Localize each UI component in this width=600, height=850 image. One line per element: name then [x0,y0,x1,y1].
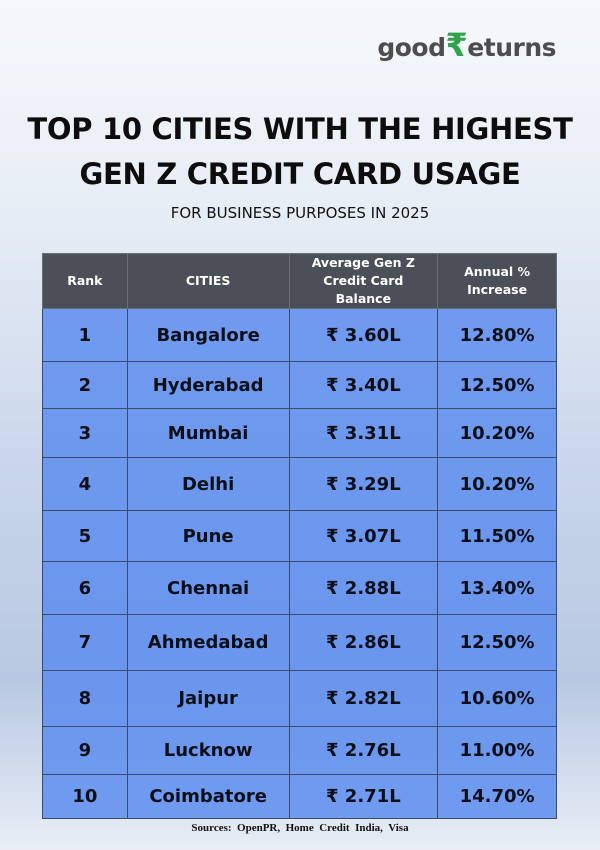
data-table: Rank CITIES Average Gen Z Credit Card Bala… [42,252,557,820]
table-cell: 10.60% [437,670,557,728]
table-row: 7 Ahmedabad ₹ 2.86L 12.50% [42,614,557,672]
table-cell: ₹ 3.29L [288,457,439,512]
title: TOP 10 CITIES WITH THE HIGHEST [27,112,573,146]
table-cell: 10 [42,774,128,820]
table-cell: Jaipur [126,670,290,728]
column-header: Annual % Increase [437,252,557,310]
table-row: 5 Pune ₹ 3.07L 11.50% [42,510,557,563]
table-cell: 3 [42,408,128,459]
table-body: 1 Bangalore ₹ 3.60L 12.80% 2 Hyderabad ₹ 3.40L… [42,308,557,820]
table-row: 8 Jaipur ₹ 2.82L 10.60% [42,670,557,728]
table-cell: 8 [42,670,128,728]
subtitle: FOR BUSINESS PURPOSES IN 2025 [170,204,430,222]
table-cell: Mumbai [126,408,290,459]
column-header: Rank [42,252,128,310]
column-header: Average Gen Z Credit Card Balance [288,252,439,310]
table-cell: 10.20% [437,457,557,512]
table-cell: 12.50% [437,614,557,672]
table-cell: 1 [42,308,128,363]
table-cell: ₹ 2.76L [288,726,439,776]
table-cell: 4 [42,457,128,512]
table-row: 10 Coimbatore ₹ 2.71L 14.70% [42,774,557,820]
table-cell: ₹ 2.71L [288,774,439,820]
title: GEN Z CREDIT CARD USAGE [79,157,521,191]
header-row: Rank CITIES Average Gen Z Credit Card Bala… [42,252,557,310]
table-cell: ₹ 2.88L [288,561,439,616]
table-cell: 9 [42,726,128,776]
table-row: 3 Mumbai ₹ 3.31L 10.20% [42,408,557,459]
logo-text: eturns [467,33,556,62]
source: Sources: OpenPR, Home Credit India, Visa [191,822,409,834]
table-cell: 5 [42,510,128,563]
table-cell: Bangalore [126,308,290,363]
table-cell: ₹ 3.07L [288,510,439,563]
table-row: 2 Hyderabad ₹ 3.40L 12.50% [42,361,557,410]
table-cell: 2 [42,361,128,410]
table-cell: ₹ 2.82L [288,670,439,728]
table-cell: 14.70% [437,774,557,820]
table-cell: ₹ 3.40L [288,361,439,410]
table-cell: 6 [42,561,128,616]
table-cell: ₹ 3.60L [288,308,439,363]
logo-symbol: ₹ [445,26,468,64]
table-cell: 11.00% [437,726,557,776]
table-cell: 12.50% [437,361,557,410]
column-header: CITIES [126,252,290,310]
table-cell: Hyderabad [126,361,290,410]
table-cell: ₹ 2.86L [288,614,439,672]
table-cell: Coimbatore [126,774,290,820]
table-cell: Pune [126,510,290,563]
table-cell: Lucknow [126,726,290,776]
table-row: 9 Lucknow ₹ 2.76L 11.00% [42,726,557,776]
table-cell: Delhi [126,457,290,512]
table-cell: 13.40% [437,561,557,616]
table-cell: 11.50% [437,510,557,563]
table-cell: 12.80% [437,308,557,363]
table-cell: ₹ 3.31L [288,408,439,459]
table-cell: Chennai [126,561,290,616]
table-cell: 10.20% [437,408,557,459]
table-cell: Ahmedabad [126,614,290,672]
table-row: 4 Delhi ₹ 3.29L 10.20% [42,457,557,512]
table-row: 6 Chennai ₹ 2.88L 13.40% [42,561,557,616]
logo-text: good [377,33,446,62]
logo: good₹eturns [377,26,556,64]
table-cell: 7 [42,614,128,672]
table-row: 1 Bangalore ₹ 3.60L 12.80% [42,308,557,363]
